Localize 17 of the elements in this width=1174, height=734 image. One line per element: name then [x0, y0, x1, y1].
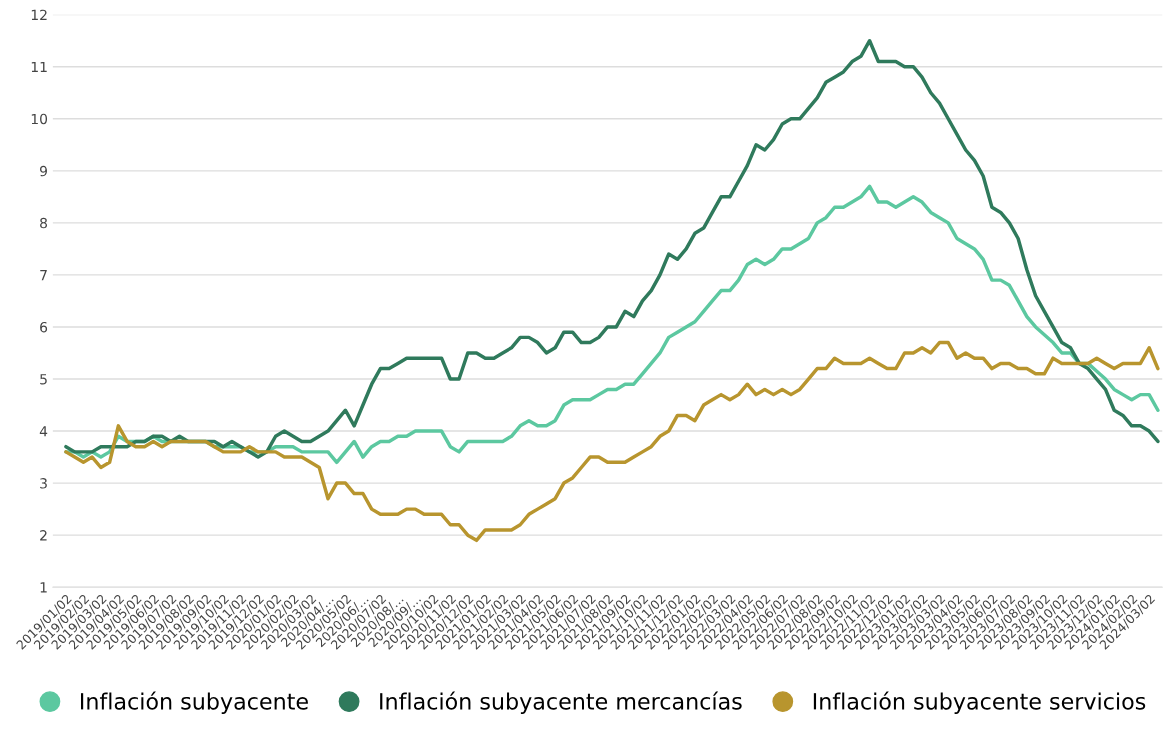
y-tick-label: 9: [40, 165, 47, 177]
y-tick-label: 5: [40, 374, 47, 385]
y-tick-label: 11: [31, 61, 47, 72]
y-tick-label: 3: [40, 478, 47, 489]
y-tick-label: 7: [40, 270, 47, 281]
line-series: [64, 38, 1160, 459]
legend-label: Inflación subyacente mercancías: [380, 691, 742, 714]
legend-label: Inflación subyacente servicios: [813, 691, 1146, 714]
y-tick-label: 2: [40, 530, 47, 541]
y-tick-label: 6: [40, 321, 48, 333]
y-tick-label: 8: [40, 217, 48, 229]
y-tick-label: 4: [39, 426, 48, 437]
y-tick-label: 10: [31, 113, 48, 125]
y-tick-label: 12: [31, 9, 47, 20]
legend-label: Inflación subyacente: [80, 691, 308, 714]
y-tick-label: 1: [40, 582, 47, 593]
line-series: [64, 340, 1160, 543]
